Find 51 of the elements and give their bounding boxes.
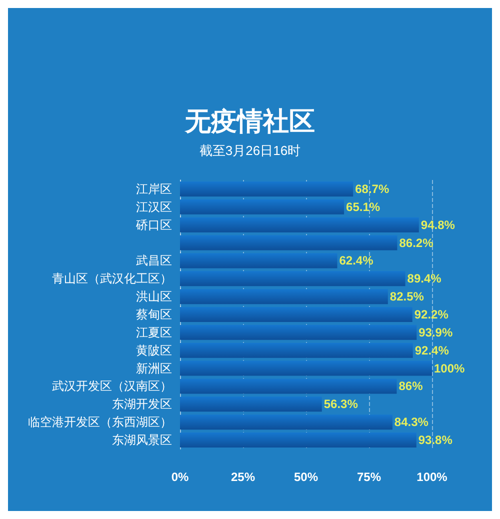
data-label: 86% bbox=[398, 379, 424, 394]
bar bbox=[180, 342, 413, 358]
y-tick-label: 东湖风景区 bbox=[112, 433, 172, 448]
data-label: 92.2% bbox=[414, 308, 449, 322]
bar bbox=[180, 414, 392, 430]
y-tick-label: 江岸区 bbox=[136, 182, 172, 196]
y-tick-label: 新洲区 bbox=[136, 361, 172, 376]
x-tick-label: 50% bbox=[294, 470, 318, 484]
data-label: 93.9% bbox=[418, 325, 453, 340]
bar bbox=[180, 432, 416, 448]
y-tick-label: 武昌区 bbox=[136, 254, 172, 268]
x-tick-label: 0% bbox=[171, 470, 189, 484]
bar bbox=[180, 217, 419, 232]
y-tick-label: 江夏区 bbox=[136, 325, 172, 340]
bar bbox=[180, 199, 344, 214]
y-tick-label: 临空港开发区（东西湖区） bbox=[28, 415, 172, 430]
data-label: 94.8% bbox=[420, 218, 456, 232]
bar bbox=[180, 396, 322, 412]
data-label: 86.2% bbox=[399, 236, 434, 250]
y-tick-label: 黄陂区 bbox=[136, 343, 172, 358]
bar bbox=[180, 307, 412, 322]
y-tick-label: 青山区（武汉化工区） bbox=[52, 272, 172, 286]
bar bbox=[180, 378, 397, 394]
chart-subtitle: 截至3月26日16时 bbox=[199, 143, 301, 158]
data-label: 82.5% bbox=[390, 290, 424, 304]
data-label: 84.3% bbox=[394, 415, 429, 430]
bar bbox=[180, 181, 354, 196]
bar bbox=[180, 271, 406, 286]
data-label: 89.4% bbox=[407, 272, 442, 286]
bar bbox=[180, 235, 398, 250]
bar bbox=[180, 253, 338, 268]
y-tick-label: 江汉区 bbox=[136, 200, 172, 214]
data-label: 62.4% bbox=[339, 254, 374, 268]
data-label: 92.4% bbox=[414, 343, 450, 358]
bar bbox=[180, 289, 388, 304]
x-tick-label: 75% bbox=[356, 470, 382, 484]
bar bbox=[180, 324, 417, 340]
data-label: 68.7% bbox=[355, 182, 390, 196]
y-tick-label: 武汉开发区（汉南区） bbox=[52, 379, 172, 394]
x-tick-label: 100% bbox=[416, 470, 448, 484]
y-tick-label: 硚口区 bbox=[135, 218, 172, 232]
y-tick-label: 东湖开发区 bbox=[112, 397, 172, 412]
x-tick-label: 25% bbox=[230, 470, 256, 484]
data-label: 100% bbox=[434, 361, 466, 376]
bar bbox=[180, 360, 432, 376]
y-tick-label: 蔡甸区 bbox=[136, 308, 172, 322]
data-label: 65.1% bbox=[346, 200, 380, 214]
data-label: 93.8% bbox=[418, 433, 453, 448]
chart-title: 无疫情社区 bbox=[184, 106, 315, 136]
y-tick-label: 洪山区 bbox=[136, 290, 172, 304]
data-label: 56.3% bbox=[324, 397, 358, 412]
